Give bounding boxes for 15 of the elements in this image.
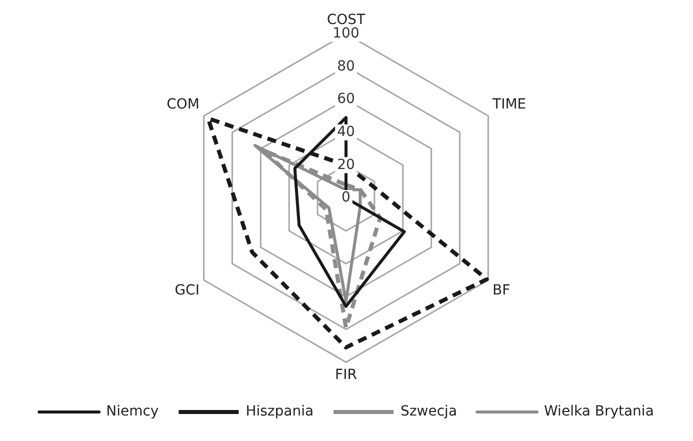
spoke-label: COM <box>166 96 200 113</box>
spoke-label: GCI <box>174 282 200 299</box>
y-tick-label: 40 <box>337 124 355 140</box>
y-tick-label: 0 <box>342 190 350 206</box>
spoke-label: BF <box>492 282 510 299</box>
spoke-label: FIR <box>335 367 358 384</box>
spoke-label: TIME <box>492 96 526 113</box>
y-tick-label: 60 <box>337 91 355 108</box>
y-tick-label: 20 <box>337 156 355 173</box>
legend-label: Hiszpania <box>246 404 314 420</box>
legend-label: Wielka Brytania <box>544 404 654 420</box>
y-tick-label: 80 <box>337 58 355 74</box>
legend-label: Szwecja <box>400 404 458 420</box>
legend-label: Niemcy <box>106 404 159 420</box>
y-tick-label: 100 <box>332 25 360 42</box>
